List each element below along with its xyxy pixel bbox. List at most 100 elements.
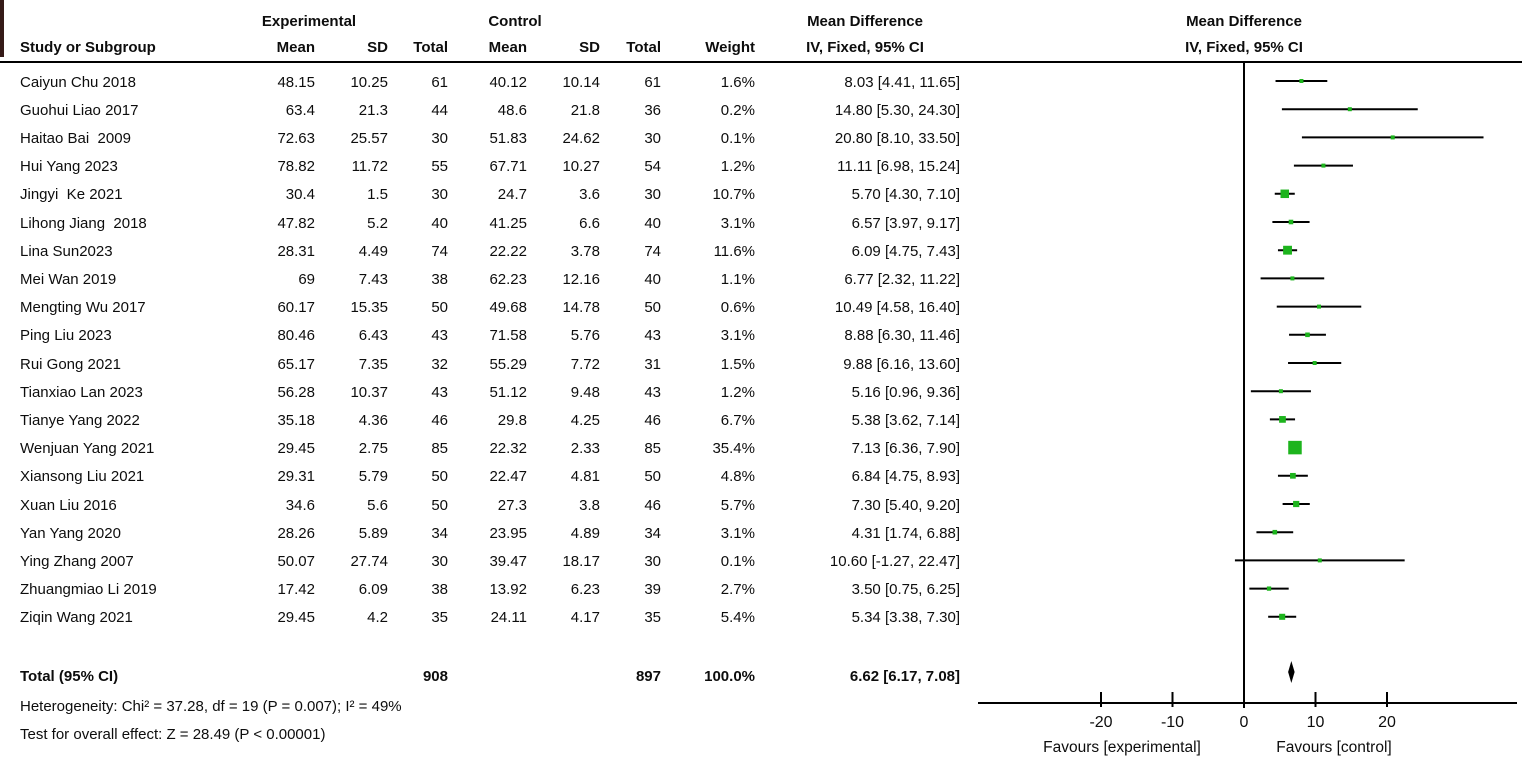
experimental-sd: 4.49 <box>358 242 388 260</box>
weight: 1.1% <box>720 270 755 288</box>
experimental-total: 40 <box>431 214 448 232</box>
control-sd: 5.76 <box>570 327 600 345</box>
experimental-total: 38 <box>431 270 448 288</box>
study-name: Xiansong Liu 2021 <box>20 468 145 486</box>
md-ci-text: 6.09 [4.75, 7.43] <box>851 242 960 260</box>
control-mean: 24.11 <box>490 609 527 627</box>
experimental-sd: 4.2 <box>367 609 388 627</box>
effect-square <box>1279 613 1286 620</box>
experimental-total: 32 <box>431 355 448 373</box>
control-mean: 22.22 <box>489 242 527 260</box>
md-ci-text: 8.88 [6.30, 11.46] <box>844 327 960 345</box>
control-mean: 51.83 <box>489 129 527 147</box>
control-sd: 3.8 <box>579 496 600 514</box>
study-row: Tianxiao Lan 2023 56.28 10.37 43 51.12 9.48 43… <box>0 383 1000 411</box>
plot-header-md-title: Mean Difference <box>1186 13 1302 30</box>
experimental-sd: 25.57 <box>350 129 388 147</box>
study-name: Lihong Jiang 2018 <box>20 214 147 232</box>
study-name: Xuan Liu 2016 <box>20 496 117 514</box>
md-ci-text: 8.03 [4.41, 11.65] <box>844 73 960 91</box>
axis-tick-label: -10 <box>1161 714 1184 731</box>
control-sd: 3.6 <box>579 186 600 204</box>
effect-square <box>1312 361 1317 365</box>
header-exp-mean: Mean <box>276 39 315 56</box>
study-row: Lina Sun2023 28.31 4.49 74 22.22 3.78 74 11.6% 6… <box>0 242 1000 270</box>
weight: 6.7% <box>720 411 755 429</box>
control-mean: 27.3 <box>497 496 527 514</box>
md-ci-text: 5.70 [4.30, 7.10] <box>851 186 960 204</box>
header-ctl-total: Total <box>626 39 661 56</box>
study-row: Lihong Jiang 2018 47.82 5.2 40 41.25 6.6 40 3.1… <box>0 214 1000 242</box>
header-ctl-mean: Mean <box>488 39 527 56</box>
plot-header-md-subtitle: IV, Fixed, 95% CI <box>1185 39 1303 56</box>
control-total: 50 <box>644 299 661 317</box>
weight: 1.5% <box>720 355 755 373</box>
weight: 2.7% <box>720 581 755 599</box>
study-name: Zhuangmiao Li 2019 <box>20 581 157 599</box>
control-mean: 22.32 <box>489 440 527 458</box>
experimental-mean: 29.45 <box>277 440 315 458</box>
experimental-mean: 47.82 <box>277 214 315 232</box>
effect-square <box>1279 416 1286 423</box>
control-sd: 6.23 <box>570 581 600 599</box>
control-total: 54 <box>644 158 661 176</box>
effect-square <box>1317 304 1322 309</box>
header-weight: Weight <box>705 39 755 56</box>
experimental-mean: 29.45 <box>277 609 315 627</box>
experimental-mean: 72.63 <box>277 129 315 147</box>
study-row: Tianye Yang 2022 35.18 4.36 46 29.8 4.25 46 6.7… <box>0 411 1000 439</box>
edge-artifact-strip <box>0 0 4 57</box>
effect-square <box>1290 276 1295 281</box>
study-row: Hui Yang 2023 78.82 11.72 55 67.71 10.27 54 1.2… <box>0 157 1000 185</box>
experimental-mean: 28.26 <box>277 524 315 542</box>
control-total: 34 <box>644 524 661 542</box>
total-weight: 100.0% <box>704 668 755 685</box>
control-sd: 12.16 <box>562 270 600 288</box>
study-name: Hui Yang 2023 <box>20 158 118 176</box>
study-name: Haitao Bai 2009 <box>20 129 131 147</box>
weight: 1.2% <box>720 158 755 176</box>
control-mean: 40.12 <box>489 73 527 91</box>
study-name: Yan Yang 2020 <box>20 524 121 542</box>
experimental-mean: 78.82 <box>277 158 315 176</box>
study-name: Ziqin Wang 2021 <box>20 609 133 627</box>
experimental-total: 74 <box>431 242 448 260</box>
experimental-total: 50 <box>431 299 448 317</box>
study-row: Zhuangmiao Li 2019 17.42 6.09 38 13.92 6.23 39… <box>0 580 1000 608</box>
study-row: Wenjuan Yang 2021 29.45 2.75 85 22.32 2.33 85 3… <box>0 439 1000 467</box>
md-ci-text: 7.30 [5.40, 9.20] <box>851 496 960 514</box>
control-total: 46 <box>644 411 661 429</box>
weight: 0.1% <box>720 129 755 147</box>
study-row: Haitao Bai 2009 72.63 25.57 30 51.83 24.62 30 0… <box>0 129 1000 157</box>
control-total: 40 <box>644 270 661 288</box>
control-mean: 22.47 <box>489 468 527 486</box>
study-name: Caiyun Chu 2018 <box>20 73 136 91</box>
control-mean: 49.68 <box>489 299 527 317</box>
header-study: Study or Subgroup <box>20 39 156 56</box>
study-name: Tianye Yang 2022 <box>20 411 140 429</box>
experimental-total: 55 <box>431 158 448 176</box>
experimental-mean: 60.17 <box>277 299 315 317</box>
control-sd: 10.27 <box>562 158 600 176</box>
md-ci-text: 10.49 [4.58, 16.40] <box>834 299 960 317</box>
experimental-sd: 1.5 <box>367 186 388 204</box>
study-row: Yan Yang 2020 28.26 5.89 34 23.95 4.89 34 3.1% 4… <box>0 524 1000 552</box>
effect-square <box>1266 586 1272 591</box>
md-ci-text: 4.31 [1.74, 6.88] <box>851 524 960 542</box>
experimental-total: 34 <box>431 524 448 542</box>
axis-tick-label: 20 <box>1378 714 1396 731</box>
effect-square <box>1347 107 1352 112</box>
control-total: 46 <box>644 496 661 514</box>
weight: 11.6% <box>713 242 755 260</box>
experimental-sd: 5.6 <box>367 496 388 514</box>
effect-square <box>1321 163 1326 168</box>
study-name: Lina Sun2023 <box>20 242 113 260</box>
study-row: Mengting Wu 2017 60.17 15.35 50 49.68 14.78 50… <box>0 298 1000 326</box>
weight: 1.2% <box>720 383 755 401</box>
control-sd: 4.81 <box>570 468 600 486</box>
md-ci-text: 20.80 [8.10, 33.50] <box>834 129 960 147</box>
control-total: 61 <box>644 73 661 91</box>
md-ci-text: 5.34 [3.38, 7.30] <box>851 609 960 627</box>
control-mean: 41.25 <box>489 214 527 232</box>
experimental-sd: 27.74 <box>350 552 388 570</box>
